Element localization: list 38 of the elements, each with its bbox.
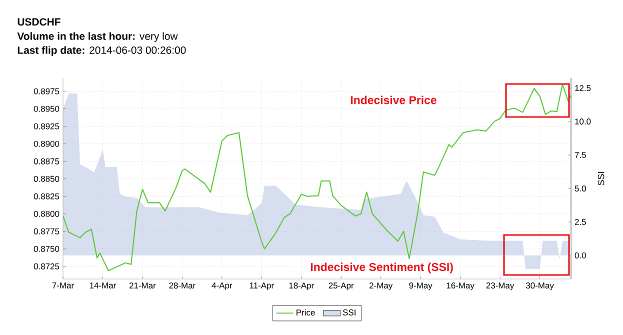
y-tick-label: 0.8750 xyxy=(34,246,60,252)
y-tick-label: 0.8850 xyxy=(34,176,60,182)
x-tick-label: 7-Mar xyxy=(52,282,74,288)
x-tick-label: 18-Apr xyxy=(289,282,314,290)
y-tick-label: 0.8925 xyxy=(34,123,60,130)
y-tick-label: 0.8950 xyxy=(34,106,60,112)
x-tick-label: 23-May xyxy=(486,282,514,290)
text: Last flip date: 2014-06-03 00:26:00 xyxy=(18,46,186,56)
y-tick-label: 0.8775 xyxy=(34,228,60,234)
chart-subtitle: Volume in the last hour: very low xyxy=(17,32,178,42)
x-tick-label: 2-May xyxy=(370,282,393,290)
x-tick-label: 4-Apr xyxy=(212,282,232,290)
x-tick-label: 21-Mar xyxy=(129,282,156,289)
y2-tick-label: 2.5 xyxy=(574,218,586,225)
y2-tick-label: 5.0 xyxy=(574,185,586,192)
y-tick-label: 0.8725 xyxy=(34,263,60,270)
x-tick-label: 30-May xyxy=(526,282,554,290)
legend-label: SSI xyxy=(342,309,356,316)
y2-axis-title: SSI xyxy=(598,172,604,186)
y2-tick-label: 7.5 xyxy=(574,152,586,158)
y2-tick-label: 10.0 xyxy=(575,118,591,125)
y-tick-label: 0.8825 xyxy=(34,193,60,200)
x-tick-label: 14-Mar xyxy=(90,282,116,288)
annotation: Indecisive Price xyxy=(350,96,436,104)
y-tick-label: 0.8900 xyxy=(34,140,60,147)
x-tick-label: 25-Apr xyxy=(328,282,354,290)
y2-tick-label: 0.0 xyxy=(574,252,586,258)
y2-tick-label: 12.5 xyxy=(575,85,591,92)
x-tick-label: 16-May xyxy=(446,282,474,290)
x-tick-label: 9-May xyxy=(409,282,432,290)
y-tick-label: 0.8875 xyxy=(34,158,60,164)
chart-title: USDCHF xyxy=(18,18,60,26)
annotation: Indecisive Sentiment (SSI) xyxy=(310,262,453,274)
y-tick-label: 0.8975 xyxy=(34,88,60,94)
x-tick-label: 11-Apr xyxy=(250,282,274,290)
x-tick-label: 28-Mar xyxy=(169,282,196,289)
y-tick-label: 0.8800 xyxy=(34,210,60,217)
legend-label: Price xyxy=(296,309,315,316)
